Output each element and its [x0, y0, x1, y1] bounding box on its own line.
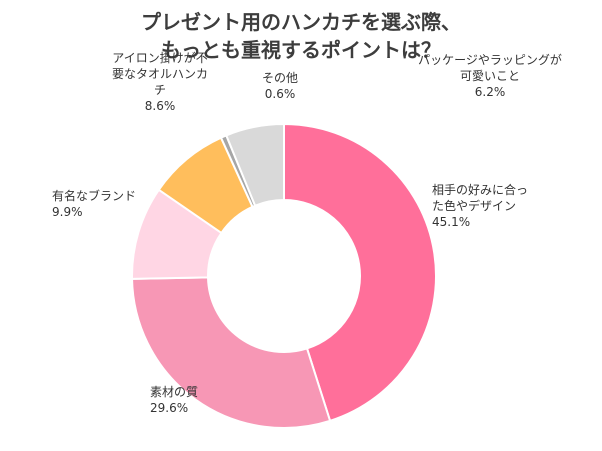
chart-subtitle: もっとも重視するポイントは？	[161, 38, 441, 62]
chart-title: プレゼント用のハンカチを選ぶ際、	[141, 10, 461, 34]
slice-value-1: 29.6%	[150, 401, 188, 415]
slice-value-4: 0.6%	[265, 87, 296, 101]
slice-label-0: 相手の好みに合った色やデザイン 45.1%	[432, 182, 528, 229]
slice-label-line-0: 相手の好みに合っ	[432, 182, 528, 197]
slice-5	[224, 122, 285, 207]
slice-label-line-1: 素材の質	[150, 384, 198, 399]
slice-label-1: 素材の質 29.6%	[150, 384, 198, 415]
slice-label-line-5: 可愛いこと	[460, 69, 520, 83]
slice-value-5: 6.2%	[475, 85, 506, 99]
slice-group	[131, 122, 437, 429]
slice-label-line-3: 要なタオルハンカ	[112, 67, 208, 81]
slice-value-0: 45.1%	[432, 215, 470, 229]
slice-label-line-3: チ	[154, 83, 166, 97]
slice-1	[131, 276, 332, 429]
slice-label-line-0: た色やデザイン	[432, 198, 516, 213]
slice-label-2: 有名なブランド 9.9%	[52, 188, 136, 219]
slice-label-5: パッケージやラッピングが可愛いこと 6.2%	[418, 52, 562, 99]
label-group: 相手の好みに合った色やデザイン 45.1% 素材の質 29.6% 有名なブランド 9.9%…	[52, 50, 562, 415]
slice-value-2: 9.9%	[52, 205, 83, 219]
slice-label-line-3: アイロン掛けが不	[112, 50, 207, 65]
slice-label-line-2: 有名なブランド	[52, 188, 136, 203]
slice-label-4: その他 0.6%	[262, 71, 298, 101]
slice-0	[283, 122, 437, 423]
slice-label-line-5: パッケージやラッピングが	[418, 52, 562, 67]
slice-label-line-4: その他	[262, 71, 298, 85]
slice-label-3: アイロン掛けが不要なタオルハンカチ 8.6%	[112, 50, 208, 113]
slice-value-3: 8.6%	[145, 99, 176, 113]
